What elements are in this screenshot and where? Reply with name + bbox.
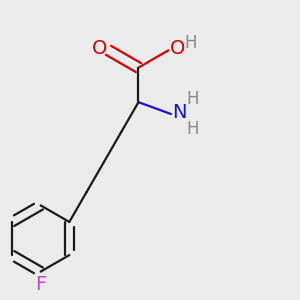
Text: H: H (186, 120, 199, 138)
Text: H: H (186, 90, 199, 108)
Text: N: N (172, 103, 187, 122)
Text: O: O (170, 39, 185, 58)
Text: O: O (92, 39, 107, 58)
Text: H: H (184, 34, 197, 52)
Text: F: F (35, 275, 46, 294)
